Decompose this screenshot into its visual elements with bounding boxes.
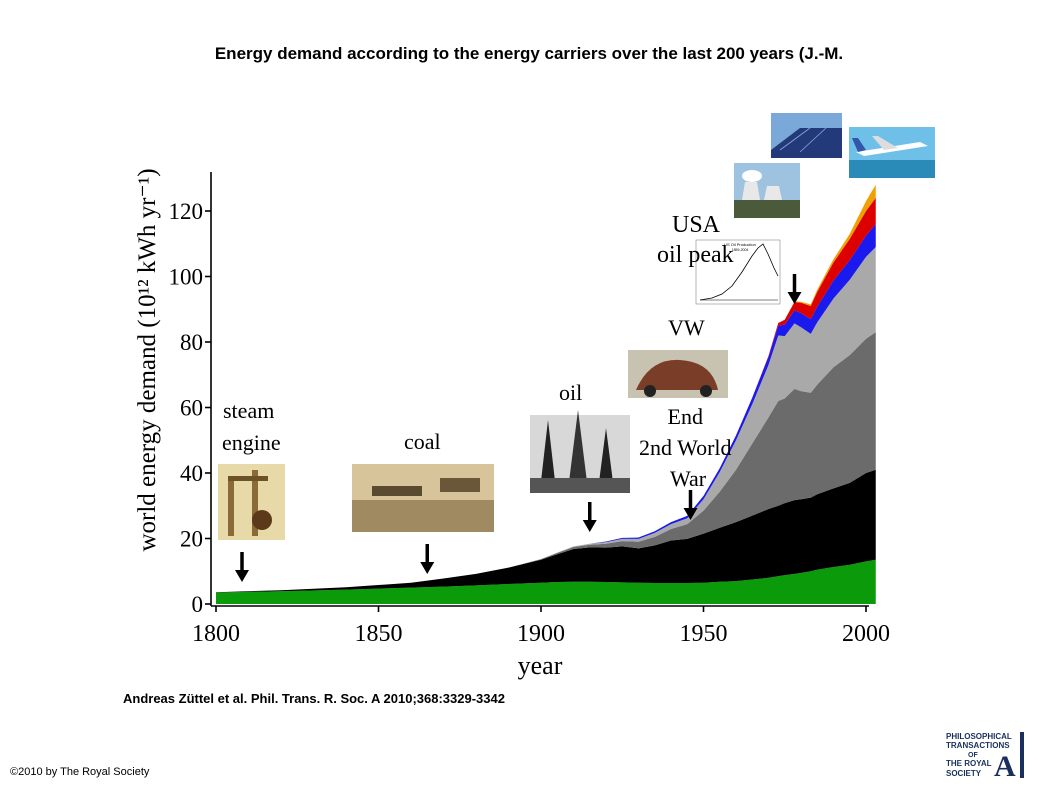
inset-subtitle: 1859-2004 <box>732 248 749 252</box>
x-tick-label: 2000 <box>842 621 890 647</box>
annotation-oil: oil <box>559 380 582 405</box>
oil-derricks-photo <box>530 410 630 493</box>
y-ticks: 0 20 40 60 80 100 120 <box>169 199 211 617</box>
copyright: ©2010 by The Royal Society <box>10 766 150 778</box>
logo-letter: A <box>994 750 1016 780</box>
annotation-end-ww2: End 2nd World War <box>639 404 737 491</box>
stacked-areas <box>216 184 876 604</box>
annotation-vw: VW <box>668 315 705 340</box>
y-axis-label: world energy demand (10¹² kWh yr⁻¹) <box>134 168 161 551</box>
y-tick-label: 120 <box>169 199 204 224</box>
x-tick-label: 1900 <box>517 621 565 647</box>
logo-line-1: PHILOSOPHICAL <box>946 732 1012 741</box>
slide-title: Energy demand according to the energy ca… <box>214 44 844 63</box>
x-tick-label: 1950 <box>680 621 728 647</box>
coal-mine-photo <box>352 464 494 532</box>
annotation-arrow-3 <box>683 490 698 520</box>
vw-car-photo <box>628 350 728 398</box>
inset-title: US Oil Production <box>724 242 756 247</box>
x-ticks: 1800 1850 1900 1950 2000 <box>192 606 890 647</box>
y-tick-label: 20 <box>180 527 203 552</box>
y-tick-label: 80 <box>180 330 203 355</box>
annotation-arrow-5 <box>787 274 802 304</box>
citation: Andreas Züttel et al. Phil. Trans. R. So… <box>123 691 505 706</box>
area-series-1 <box>216 469 876 593</box>
airplane-photo <box>849 127 935 178</box>
y-tick-label: 60 <box>180 396 203 421</box>
logo-line-4: THE ROYAL <box>946 759 992 768</box>
annotation-usa-oil-peak: USA oil peak <box>657 212 734 268</box>
oil-production-inset: US Oil Production 1859-2004 <box>695 239 781 305</box>
annotation-coal: coal <box>404 429 441 454</box>
y-tick-label: 0 <box>192 592 204 617</box>
annotation-arrows <box>235 274 802 582</box>
annotation-arrow-2 <box>582 502 597 532</box>
logo-line-2: TRANSACTIONS <box>946 741 1010 750</box>
area-series-2 <box>216 332 876 593</box>
area-series-0 <box>216 559 876 604</box>
nuclear-plant-photo <box>734 163 800 218</box>
x-axis-label: year <box>518 651 563 680</box>
steam-engine-photo <box>218 464 285 540</box>
annotation-arrow-0 <box>235 552 249 582</box>
y-tick-label: 40 <box>180 461 203 486</box>
solar-panels-photo <box>771 113 842 158</box>
royal-society-logo: PHILOSOPHICAL TRANSACTIONS OF THE ROYAL … <box>946 732 1024 780</box>
x-tick-label: 1850 <box>355 621 403 647</box>
y-tick-label: 100 <box>169 265 204 290</box>
logo-line-5: SOCIETY <box>946 769 982 778</box>
x-tick-label: 1800 <box>192 621 240 647</box>
logo-line-3: OF <box>968 752 978 759</box>
annotation-steam-engine: steam engine <box>222 398 281 455</box>
annotation-arrow-1 <box>420 544 435 574</box>
